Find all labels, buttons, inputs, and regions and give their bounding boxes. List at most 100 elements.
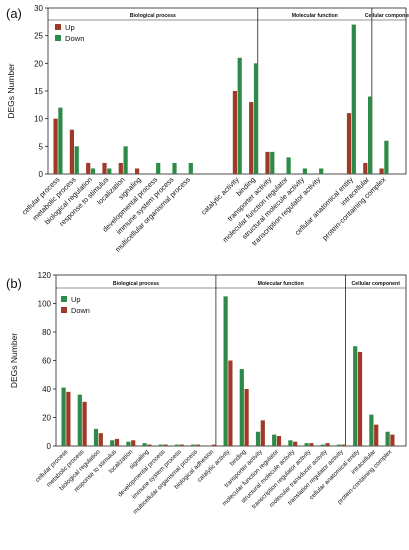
bar-down [319, 168, 324, 174]
bar-up [336, 444, 342, 446]
y-tick-label: 0 [39, 170, 44, 179]
bar-up [118, 162, 123, 174]
bar-down [82, 401, 87, 446]
y-axis-label: DEGs Number [6, 63, 16, 118]
bar-up [142, 443, 147, 446]
bar-down [228, 360, 233, 446]
legend-swatch [55, 35, 61, 41]
y-tick-label: 60 [42, 357, 51, 366]
bar-up [232, 91, 237, 174]
y-axis-label: DEGs Number [9, 333, 19, 388]
bar-down [123, 146, 128, 174]
bar-up [379, 168, 384, 174]
bar-down [270, 151, 275, 174]
y-tick-label: 20 [42, 414, 51, 423]
bar-down [66, 391, 71, 446]
bar-up [320, 444, 325, 446]
legend-label: Down [65, 34, 84, 43]
bar-up [369, 414, 374, 446]
bar-up [223, 296, 228, 446]
bar-up [135, 168, 140, 174]
panel-label: (b) [6, 276, 22, 291]
bar-up [255, 431, 261, 446]
bar-down [244, 389, 249, 446]
bar-down [107, 168, 112, 174]
bar-up [191, 444, 196, 446]
bar-up [158, 444, 163, 446]
bar-down [156, 162, 161, 174]
bar-up [363, 162, 368, 174]
y-tick-label: 40 [42, 385, 51, 394]
legend-label: Up [71, 295, 80, 304]
bar-down [90, 168, 96, 174]
bar-down [351, 24, 356, 174]
bar-up [69, 129, 74, 174]
y-tick-label: 80 [42, 328, 51, 337]
y-tick-label: 10 [34, 115, 43, 124]
legend-label: Down [71, 306, 90, 315]
group-header: Biological process [130, 13, 176, 19]
bar-up [288, 440, 293, 446]
bar-down [179, 444, 184, 446]
y-tick-label: 25 [34, 32, 43, 41]
group-header: Molecular function [292, 13, 338, 19]
group-header: Molecular function [258, 281, 304, 287]
bar-down [368, 96, 373, 174]
y-tick-label: 0 [47, 442, 52, 451]
bar-up [239, 369, 244, 446]
group-header: Cellular component [365, 13, 409, 19]
bar-up [265, 151, 270, 174]
bar-up [53, 118, 58, 174]
bar-down [58, 107, 63, 174]
bar-down [212, 444, 217, 446]
bar-up [110, 440, 115, 446]
bar-down [147, 444, 152, 446]
bar-up [346, 113, 352, 174]
bar-down [172, 162, 177, 174]
bar-down [286, 157, 291, 174]
bar-down [237, 57, 242, 174]
bar-up [174, 444, 180, 446]
bar-down [276, 436, 282, 446]
y-tick-label: 100 [38, 300, 52, 309]
panel-label: (a) [6, 6, 22, 21]
bar-down [357, 351, 363, 446]
bar-up [61, 387, 66, 446]
bar-up [77, 394, 82, 446]
y-tick-label: 15 [34, 87, 43, 96]
legend-swatch [61, 296, 67, 302]
bar-down [374, 424, 379, 446]
bar-up [304, 443, 309, 446]
bar-down [293, 441, 298, 446]
bar-down [309, 443, 314, 446]
bar-down [163, 444, 168, 446]
bar-up [249, 102, 254, 174]
group-header: Biological process [113, 281, 159, 287]
bar-down [341, 444, 346, 446]
group-header: Cellular component [352, 281, 401, 287]
legend-swatch [55, 24, 61, 30]
bar-up [272, 434, 277, 446]
y-tick-label: 30 [34, 4, 43, 13]
bar-down [390, 434, 395, 446]
bar-down [195, 444, 201, 446]
bar-up [126, 441, 131, 446]
bar-up [86, 162, 91, 174]
bar-down [74, 146, 79, 174]
bar-down [384, 140, 389, 174]
bar-down [302, 168, 307, 174]
y-tick-label: 5 [39, 142, 44, 151]
bar-down [253, 63, 259, 175]
bar-down [260, 420, 265, 446]
bar-up [93, 428, 99, 446]
bar-up [385, 431, 390, 446]
bar-up [353, 346, 358, 446]
bar-down [188, 162, 193, 174]
bar-down [114, 438, 120, 446]
legend-swatch [61, 307, 67, 313]
y-tick-label: 20 [34, 59, 43, 68]
y-tick-label: 120 [38, 271, 52, 280]
bar-down [325, 443, 330, 446]
bar-up [102, 162, 107, 174]
